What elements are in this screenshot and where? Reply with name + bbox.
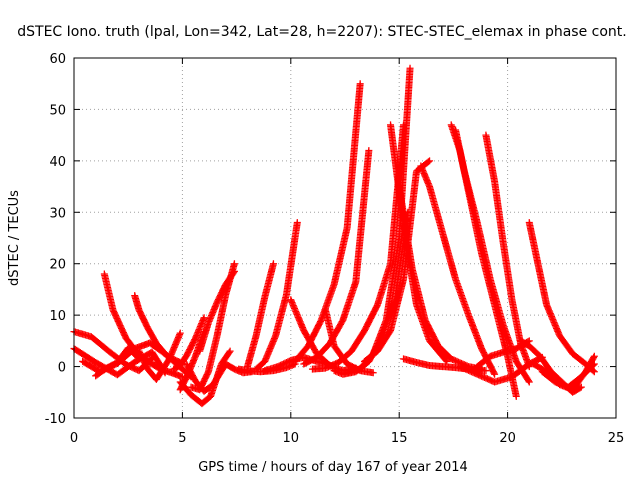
- y-tick-label: -10: [45, 412, 66, 427]
- data-point: [577, 383, 585, 391]
- data-point: [356, 80, 364, 88]
- y-tick-label: 50: [49, 103, 66, 118]
- data-point: [230, 260, 238, 268]
- data-point: [293, 219, 301, 227]
- x-tick-label: 25: [608, 431, 625, 446]
- data-point: [590, 354, 598, 362]
- data-point: [200, 328, 208, 336]
- series-23: [343, 64, 414, 377]
- series-18: [291, 80, 364, 365]
- data-point: [590, 360, 598, 368]
- data-point: [590, 352, 598, 360]
- data-point: [200, 314, 208, 322]
- series-20: [308, 121, 408, 373]
- series-15: [252, 219, 301, 373]
- series-6: [92, 344, 143, 380]
- chart-title: dSTEC Iono. truth (lpal, Lon=342, Lat=28…: [17, 24, 626, 40]
- series-28: [417, 162, 499, 378]
- x-tick-label: 5: [178, 431, 186, 446]
- series-14: [243, 260, 277, 371]
- data-point: [590, 368, 598, 376]
- y-tick-label: 30: [49, 206, 66, 221]
- data-points: [70, 64, 598, 408]
- series-12: [176, 328, 208, 394]
- data-point: [442, 356, 450, 364]
- x-tick-label: 0: [70, 431, 78, 446]
- data-point: [424, 158, 432, 166]
- data-point: [369, 369, 377, 377]
- data-point: [230, 269, 238, 277]
- data-point: [406, 64, 414, 72]
- x-axis: 0 5 10 15 20 25: [70, 58, 624, 446]
- data-point: [589, 361, 597, 369]
- data-point: [176, 329, 184, 337]
- data-point: [230, 267, 238, 275]
- x-tick-label: 10: [283, 431, 300, 446]
- data-point: [525, 378, 533, 386]
- y-axis: -10 0 10 20 30 40 50 60: [45, 52, 616, 427]
- x-axis-label: GPS time / hours of day 167 of year 2014: [198, 460, 468, 475]
- plot-frame: [73, 57, 617, 419]
- data-point: [491, 370, 499, 378]
- y-tick-label: 60: [49, 52, 66, 67]
- data-point: [576, 384, 584, 392]
- data-point: [512, 392, 520, 400]
- data-point: [135, 354, 143, 362]
- y-tick-label: 0: [58, 361, 66, 376]
- data-point: [225, 348, 233, 356]
- data-point: [524, 377, 532, 385]
- series-32: [456, 353, 546, 386]
- data-point: [365, 147, 373, 155]
- data-point: [426, 157, 434, 165]
- data-point: [490, 369, 498, 377]
- data-point: [226, 347, 234, 355]
- data-point: [482, 367, 490, 375]
- series-5: [135, 329, 184, 383]
- x-tick-label: 15: [391, 431, 408, 446]
- x-tick-label: 20: [499, 431, 516, 446]
- data-point: [269, 260, 277, 268]
- y-tick-label: 40: [49, 155, 66, 170]
- series-11: [170, 314, 208, 373]
- y-tick-label: 20: [49, 258, 66, 273]
- data-point: [134, 353, 142, 361]
- y-tick-label: 10: [49, 309, 66, 324]
- series-37: [538, 360, 598, 391]
- y-axis-label: dSTEC / TECUs: [7, 190, 22, 286]
